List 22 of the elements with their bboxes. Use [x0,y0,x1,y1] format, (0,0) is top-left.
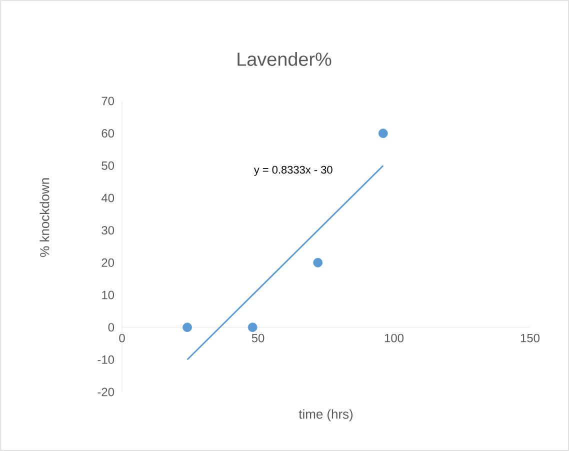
y-tick-label: 10 [102,290,114,300]
x-tick-label: 0 [119,334,125,342]
y-tick-label: 50 [102,161,114,170]
y-tick-label: 60 [102,129,114,138]
y-tick-label: 30 [102,226,114,235]
x-axis-title: time (hrs) [298,409,353,422]
point [248,322,258,332]
y-tick-label: -20 [98,388,114,396]
point [313,258,323,268]
x-tick-label: 150 [520,334,540,342]
y-axis-title: % knockdown [40,178,50,257]
point [378,128,388,138]
chart-title: Lavender% [238,52,332,66]
point [182,322,192,332]
x-tick-label: 100 [384,334,404,342]
y-tick-label: 20 [102,258,114,267]
y-tick-label: 40 [101,194,114,202]
annotation: y = 0.8333x - 30 [254,166,332,176]
y-tick-label: 70 [102,96,114,106]
x-tick-label: 50 [252,334,264,342]
y-tick-label: -10 [98,355,114,364]
y-tick-label: 0 [108,323,114,332]
